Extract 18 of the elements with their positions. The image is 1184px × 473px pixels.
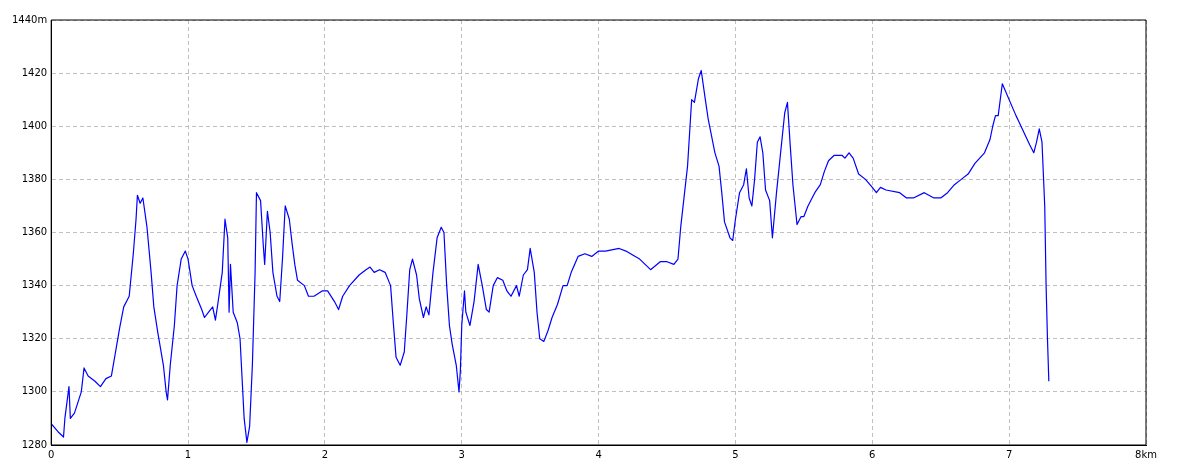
y-tick-label: 1340 <box>21 279 48 291</box>
x-tick-label: 8km <box>1135 448 1157 460</box>
y-tick-label: 1320 <box>21 332 48 344</box>
x-tick-label: 5 <box>732 448 739 460</box>
y-tick-label: 1400 <box>21 119 48 131</box>
x-tick-label: 1 <box>184 448 192 460</box>
x-tick-label: 3 <box>458 448 465 460</box>
y-tick-label: 1280 <box>21 438 48 450</box>
x-tick-label: 0 <box>48 448 55 460</box>
y-tick-label: 1380 <box>21 172 48 184</box>
x-tick-label: 7 <box>1005 448 1013 460</box>
y-tick-label: 1420 <box>21 66 48 78</box>
y-tick-label: 1360 <box>21 226 48 238</box>
y-tick-label: 1300 <box>21 385 48 397</box>
x-tick-label: 4 <box>595 448 602 460</box>
x-tick-label: 6 <box>869 448 876 460</box>
x-tick-label: 2 <box>321 448 329 460</box>
y-tick-label: 1440m <box>11 13 48 25</box>
